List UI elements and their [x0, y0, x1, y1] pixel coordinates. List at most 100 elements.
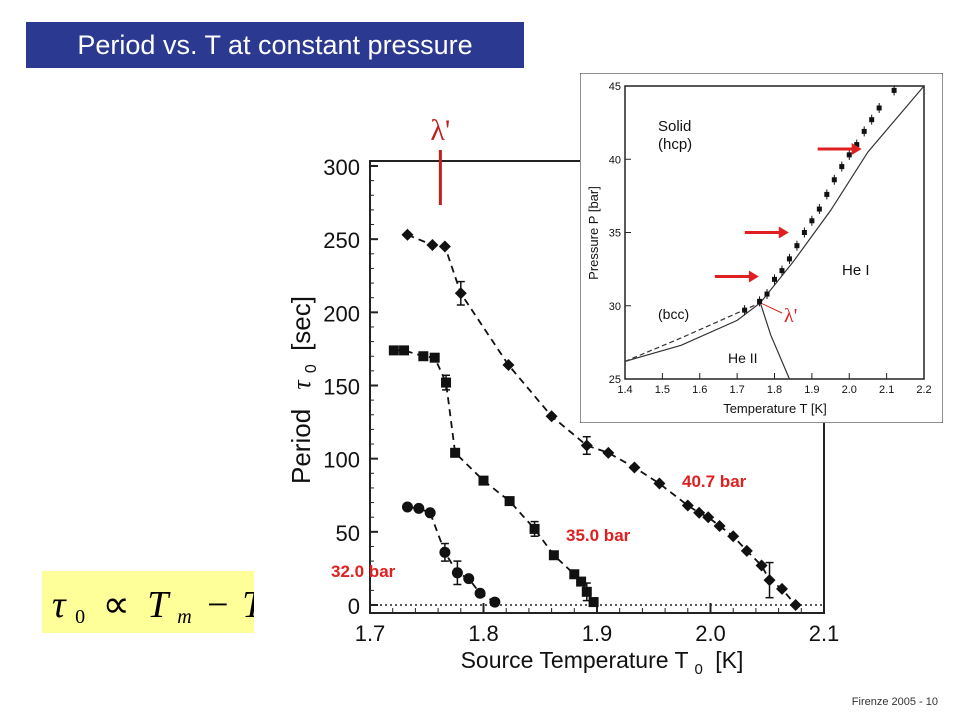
series-line-1: [393, 349, 595, 603]
data-point-diamond: [740, 544, 753, 557]
y-axis: 0 50 100 150 200 250 300: [323, 155, 378, 619]
data-point-diamond: [438, 240, 451, 253]
region-he2: He II: [728, 350, 758, 366]
inset-x-tick-label: 1.9: [804, 384, 819, 396]
data-point-square: [581, 586, 592, 597]
data-point-square: [399, 345, 410, 356]
data-point-diamond: [702, 511, 715, 524]
inset-data-point: [816, 206, 822, 212]
data-point-square: [429, 352, 440, 363]
y-tick-label: 100: [323, 448, 360, 473]
inset-data-point: [801, 230, 807, 235]
inset-data-point: [876, 105, 882, 111]
inset-y-tick-label: 40: [609, 154, 621, 166]
inset-arrows: [714, 142, 862, 283]
data-point-square: [529, 523, 540, 534]
data-point-diamond: [755, 559, 768, 572]
formula-minus: −: [207, 584, 228, 626]
x-tick-label: 1.7: [355, 621, 386, 646]
data-point-diamond: [763, 574, 776, 587]
x-tick-label: 2.0: [695, 621, 726, 646]
lambda-pointer: [760, 302, 783, 314]
inset-y-tick-label: 30: [609, 301, 621, 313]
inset-x-tick-label: 2.0: [842, 384, 857, 396]
data-point-circle: [451, 567, 463, 579]
data-point-diamond: [580, 439, 593, 452]
y-tick-label: 250: [323, 228, 360, 253]
data-point-square: [478, 475, 489, 486]
data-point-diamond: [454, 287, 467, 300]
formula-t1-sub: m: [177, 606, 191, 628]
data-point-square: [388, 345, 399, 356]
formula-tau: τ: [52, 584, 67, 626]
data-point-diamond: [628, 461, 641, 474]
series-line-2: [407, 506, 496, 603]
x-tick-label: 2.1: [809, 621, 840, 646]
data-point-diamond: [713, 519, 726, 532]
data-point-square: [588, 597, 599, 608]
slide-footer: Firenze 2005 - 10: [851, 696, 938, 708]
y-label-text: Period: [286, 409, 316, 484]
y-label-sub: 0: [303, 364, 320, 373]
inset-x-label: Temperature T [K]: [723, 401, 827, 416]
inset-x-tick-label: 2.1: [879, 384, 894, 396]
inset-y-tick-label: 25: [609, 374, 621, 386]
y-axis-label: Period τ 0 [sec]: [286, 296, 320, 484]
data-point-circle: [424, 507, 436, 519]
y-tick-label: 0: [348, 594, 360, 619]
data-point-circle: [401, 501, 413, 513]
inset-phase-diagram: 25 30 35 40 45 1.4 1.5 1.6 1.7 1.8 1.9 2.0 2.1 2.2 Pr…: [580, 73, 943, 423]
inset-data-point: [869, 117, 875, 123]
svg-text:τ 0 ∝ T: τ 0 ∝ T m − T: [52, 584, 254, 632]
inset-data-point: [772, 276, 777, 282]
data-point-diamond: [426, 239, 439, 252]
y-label-unit: [sec]: [286, 296, 316, 351]
data-point-square: [441, 377, 452, 388]
inset-x-tick-label: 1.4: [617, 384, 632, 396]
inset-data-point: [891, 87, 897, 93]
inset-data-point: [831, 177, 837, 183]
inset-x-tick-label: 1.6: [692, 384, 707, 396]
data-point-diamond: [727, 530, 740, 543]
inset-data-point: [854, 142, 860, 148]
data-point-diamond: [693, 506, 706, 519]
inset-x-tick-label: 2.2: [916, 384, 931, 396]
solid-boundary-curve: [624, 85, 925, 362]
inset-data-point: [824, 191, 830, 197]
region-hcp: (hcp): [658, 136, 692, 153]
formula-tau-sub: 0: [75, 606, 85, 628]
data-point-circle: [489, 596, 501, 608]
y-tick-label: 200: [323, 301, 360, 326]
inset-data-point: [809, 218, 815, 224]
inset-y-tick-label: 35: [609, 228, 621, 240]
data-point-circle: [474, 587, 486, 599]
x-axis: 1.7 1.8 1.9 2.0 2.1: [355, 603, 840, 646]
x-label-unit: [K]: [715, 647, 743, 673]
inset-x-tick-label: 1.8: [767, 384, 782, 396]
inset-lambda-label: λ': [784, 305, 797, 327]
formula-proportional: ∝: [103, 584, 130, 626]
region-he1: He I: [842, 262, 870, 279]
series-label-35: 35.0 bar: [566, 526, 631, 545]
data-point-diamond: [545, 410, 558, 423]
data-point-diamond: [653, 477, 666, 490]
slide-title: Period vs. T at constant pressure: [26, 22, 524, 68]
lambda-marker: λ': [430, 114, 450, 205]
inset-curves: [624, 85, 925, 380]
data-point-diamond: [789, 599, 802, 611]
svg-text:Source Temperature T 0: Source Temperature T 0 [K]: [461, 647, 744, 679]
data-point-square: [548, 550, 559, 561]
region-solid: Solid: [658, 118, 691, 135]
bcc-dashed-curve: [624, 302, 761, 362]
lambda-label: λ': [430, 114, 450, 147]
y-tick-label: 50: [336, 521, 360, 546]
pressure-arrow-head: [851, 142, 862, 155]
data-point-square: [569, 569, 580, 580]
data-point-diamond: [502, 359, 515, 372]
inset-data-point: [794, 243, 800, 249]
data-point-circle: [439, 546, 451, 558]
inset-x-tick-label: 1.5: [655, 384, 670, 396]
inset-data-point: [779, 268, 785, 274]
data-point-square: [450, 447, 461, 458]
